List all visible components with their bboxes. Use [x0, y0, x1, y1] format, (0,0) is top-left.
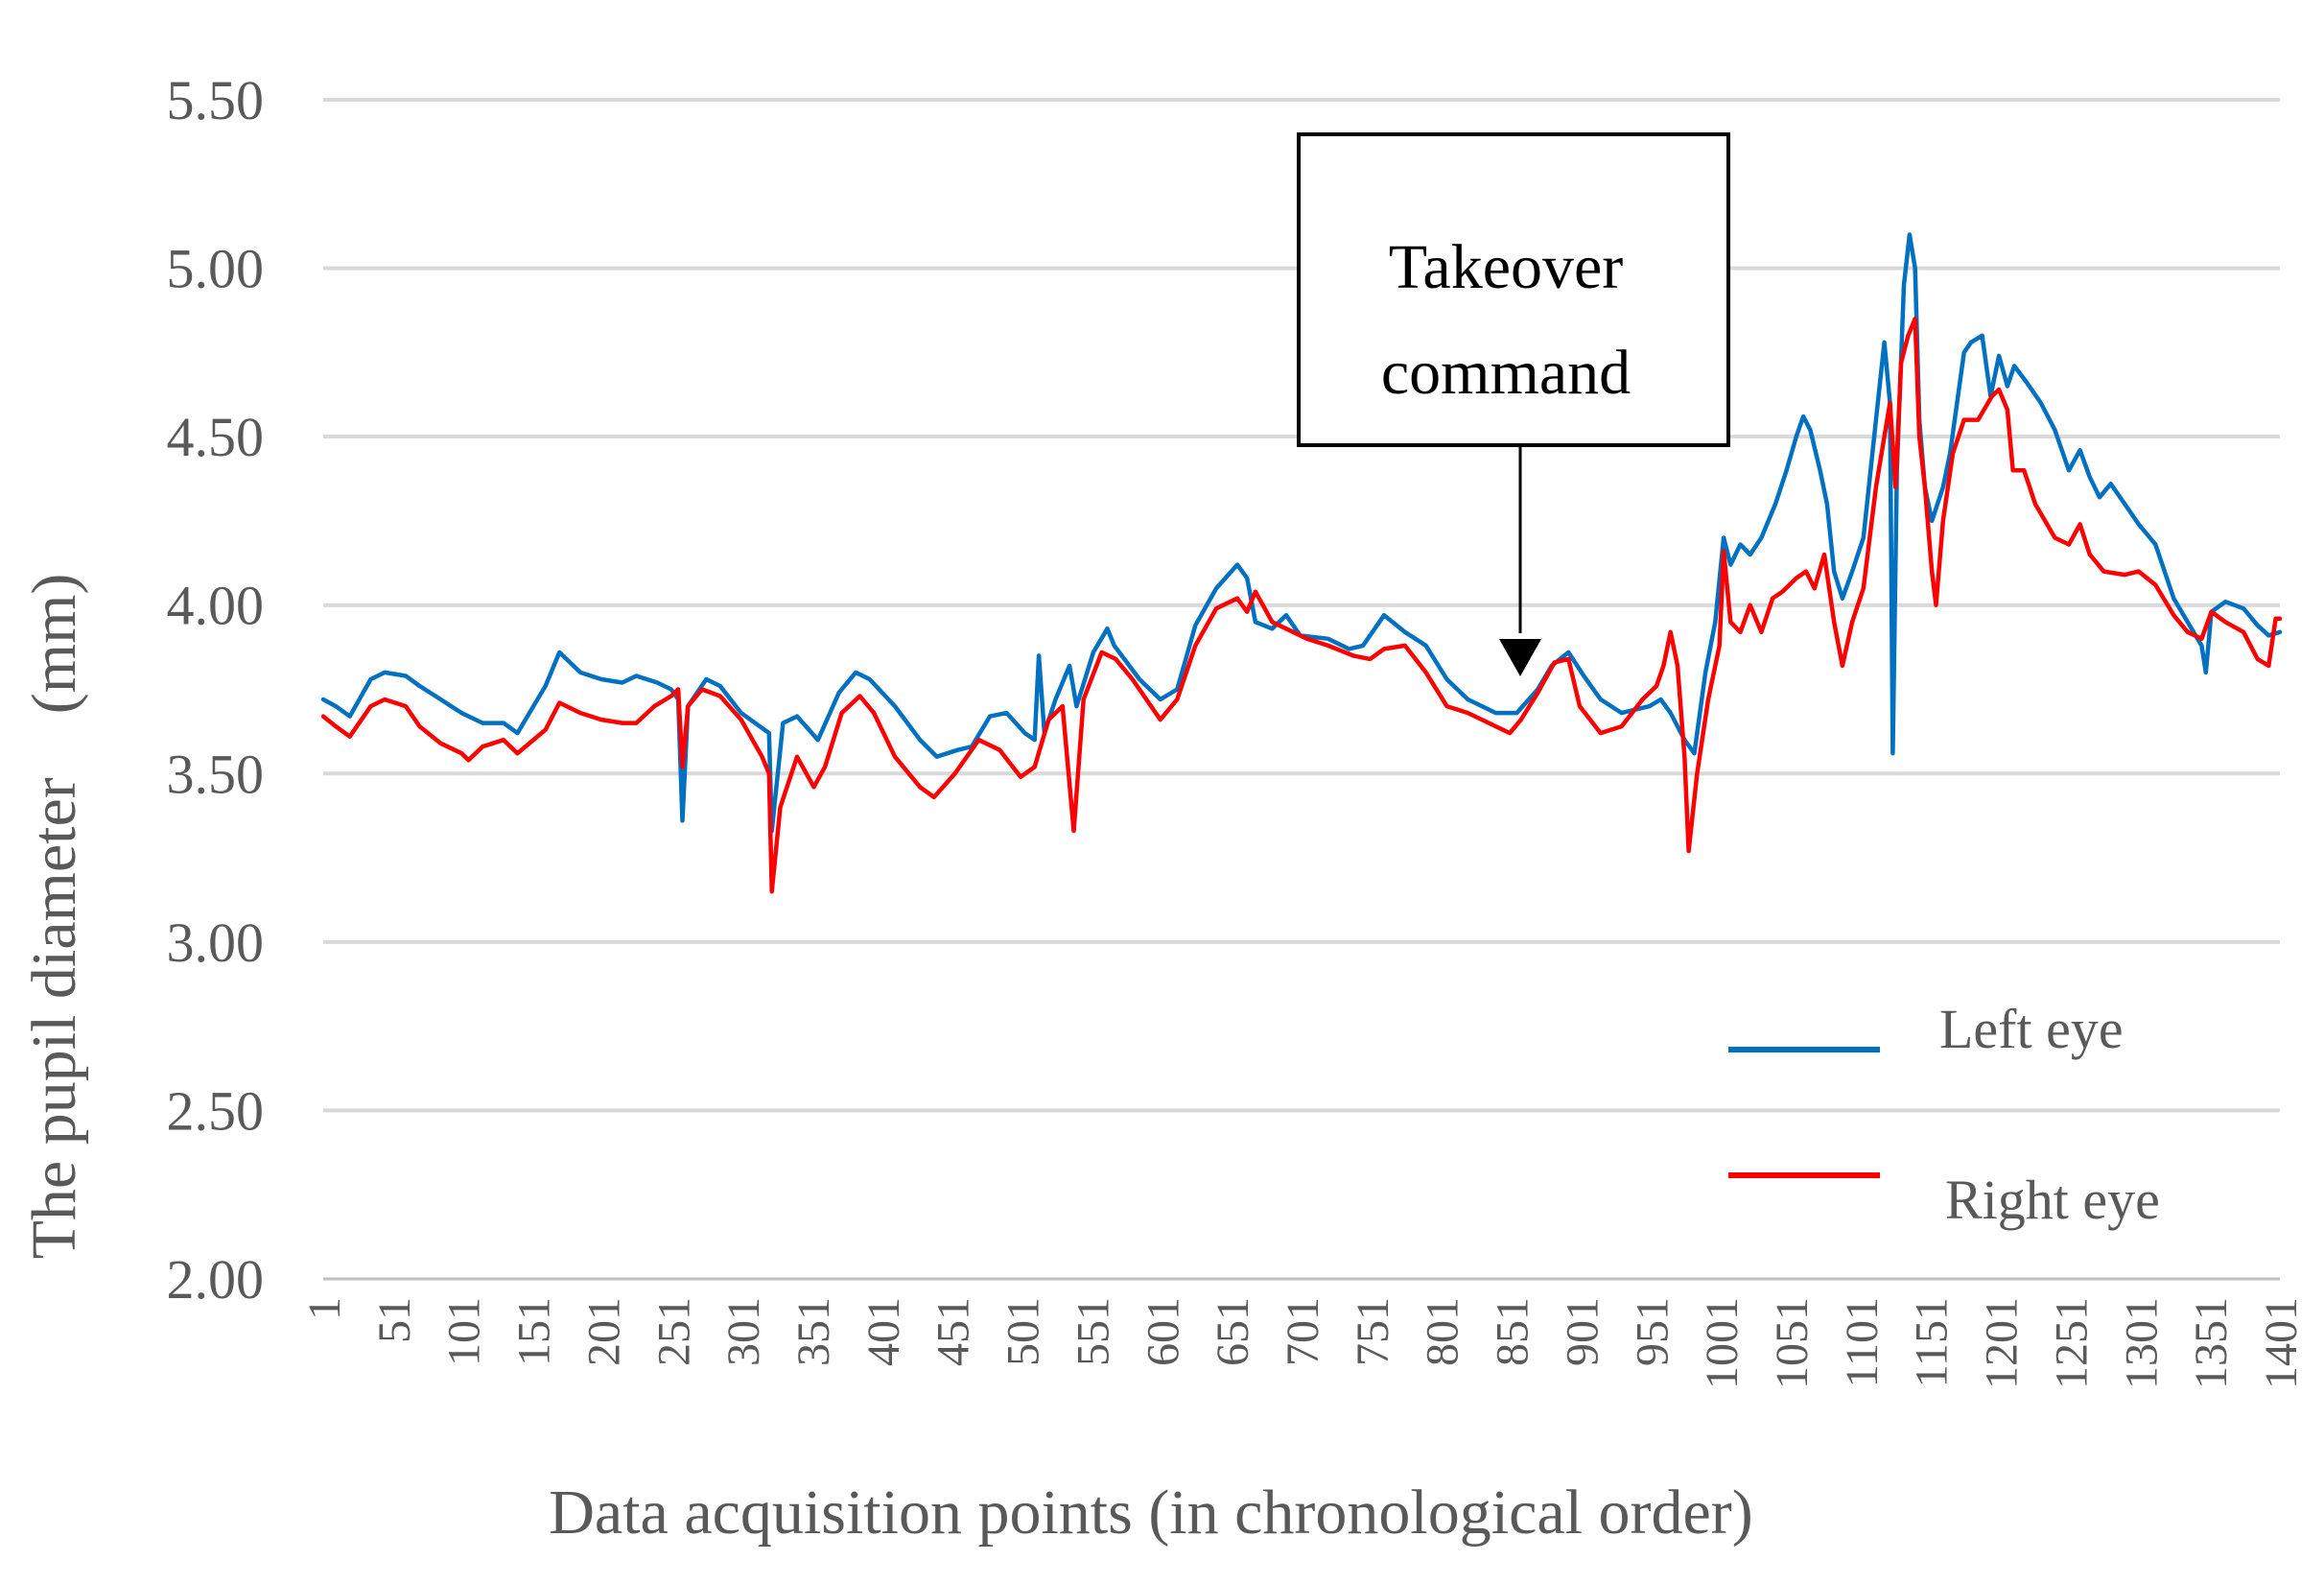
series-line-right-eye — [320, 316, 2283, 894]
x-tick-label: 401 — [858, 1297, 909, 1366]
series-lines — [320, 232, 2283, 894]
callout-line-1: Takeover — [1389, 232, 1624, 302]
x-tick-label: 1351 — [2186, 1297, 2237, 1389]
legend: Left eye Right eye — [1728, 998, 2160, 1231]
x-tick-label: 751 — [1348, 1297, 1398, 1366]
y-axis-title: The pupil diameter (mm) — [19, 574, 89, 1260]
x-tick-label: 651 — [1208, 1297, 1258, 1366]
x-tick-label: 1251 — [2046, 1297, 2097, 1389]
x-tick-label: 151 — [509, 1297, 560, 1366]
x-tick-label: 851 — [1488, 1297, 1538, 1366]
x-tick-label: 1301 — [2116, 1297, 2167, 1389]
y-tick-label: 4.50 — [167, 406, 265, 468]
callout-line-2: command — [1381, 338, 1631, 408]
legend-label-left-eye: Left eye — [1939, 998, 2124, 1060]
x-tick-label: 1 — [299, 1297, 350, 1320]
callout-arrow-head — [1499, 639, 1541, 676]
x-tick-label: 1401 — [2256, 1297, 2307, 1389]
x-tick-label: 601 — [1138, 1297, 1188, 1366]
y-tick-label: 5.50 — [167, 69, 265, 131]
x-tick-label: 51 — [369, 1297, 420, 1343]
takeover-callout: Takeover command — [1297, 132, 1730, 676]
x-tick-label: 1001 — [1697, 1297, 1748, 1389]
x-tick-label: 551 — [1068, 1297, 1118, 1366]
y-tick-label: 2.50 — [167, 1079, 265, 1142]
x-tick-label: 501 — [998, 1297, 1049, 1366]
y-tick-label: 2.00 — [167, 1248, 265, 1311]
y-tick-label: 4.00 — [167, 575, 265, 637]
x-tick-label: 901 — [1557, 1297, 1608, 1366]
x-tick-label: 801 — [1418, 1297, 1468, 1366]
x-tick-label: 351 — [788, 1297, 839, 1366]
x-axis-title: Data acquisition points (in chronologica… — [549, 1478, 1752, 1548]
x-axis-ticks: 1 51 101 151 201 251 301 351 401 451 501 551 601 651 7… — [299, 1297, 2307, 1389]
x-tick-label: 1151 — [1907, 1297, 1958, 1387]
x-tick-label: 101 — [439, 1297, 490, 1366]
x-tick-label: 451 — [928, 1297, 979, 1366]
x-tick-label: 1201 — [1977, 1297, 2028, 1389]
x-tick-label: 201 — [578, 1297, 629, 1366]
x-tick-label: 951 — [1627, 1297, 1678, 1366]
x-tick-label: 701 — [1278, 1297, 1328, 1366]
y-axis-ticks: 2.00 2.50 3.00 3.50 4.00 4.50 5.00 5.50 — [167, 69, 265, 1311]
y-tick-label: 3.00 — [167, 911, 265, 974]
legend-label-right-eye: Right eye — [1945, 1169, 2160, 1231]
x-tick-label: 251 — [648, 1297, 699, 1366]
x-tick-label: 1101 — [1837, 1297, 1888, 1387]
x-tick-label: 1051 — [1767, 1297, 1818, 1389]
y-tick-label: 3.50 — [167, 743, 265, 805]
callout-box — [1297, 132, 1730, 447]
y-tick-label: 5.00 — [167, 238, 265, 300]
x-tick-label: 301 — [718, 1297, 769, 1366]
